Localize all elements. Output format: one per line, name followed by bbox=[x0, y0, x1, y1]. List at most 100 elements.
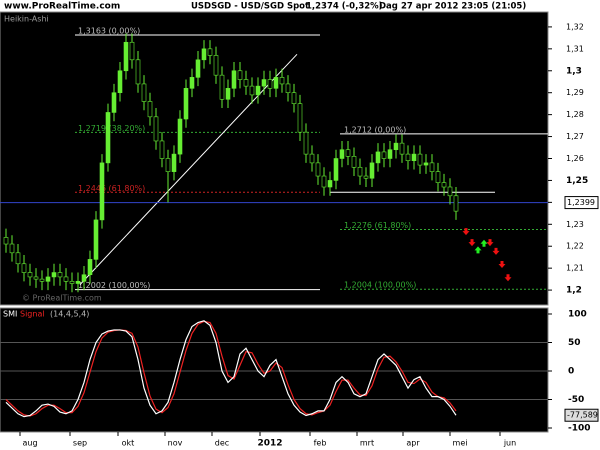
candle-body bbox=[87, 259, 93, 276]
y-tick-label: 100 bbox=[568, 309, 587, 319]
candle-body bbox=[123, 41, 129, 72]
candle-body bbox=[333, 158, 339, 181]
y-tick-label: 1,26 bbox=[566, 154, 584, 163]
fib-label: 1,2719 (38,20%) bbox=[78, 124, 145, 133]
datetime: 27 apr 2012 23:05 (21:05) bbox=[401, 2, 526, 12]
projection-arrow bbox=[474, 246, 482, 254]
candle-body bbox=[153, 116, 159, 142]
projection-arrow bbox=[468, 239, 476, 247]
y-tick-label: 1,23 bbox=[566, 220, 584, 229]
x-tick-label: nov bbox=[168, 439, 183, 448]
candle-body bbox=[219, 74, 225, 100]
smi-title: SMI bbox=[3, 310, 17, 319]
candle-body bbox=[27, 272, 33, 278]
candle-body bbox=[357, 166, 363, 177]
y-tick-label: -100 bbox=[568, 424, 591, 434]
candle-body bbox=[129, 41, 135, 61]
candle-body bbox=[339, 149, 345, 159]
candle-body bbox=[315, 162, 321, 177]
candle-body bbox=[273, 77, 279, 89]
candle-body bbox=[387, 149, 393, 159]
y-tick-label: 1,25 bbox=[566, 176, 588, 186]
y-tick-label: 1,22 bbox=[566, 242, 584, 251]
site: www.ProRealTime.com bbox=[4, 2, 120, 12]
y-tick-label: 1,32 bbox=[566, 22, 584, 31]
candle-body bbox=[267, 79, 273, 89]
last-quote: 1,2374 (-0,32%) bbox=[306, 2, 383, 12]
y-tick-label: 1,27 bbox=[566, 132, 584, 141]
candle-body bbox=[399, 142, 405, 155]
candle-body bbox=[369, 162, 375, 179]
candle-body bbox=[159, 140, 165, 159]
candle-body bbox=[225, 88, 231, 100]
candle-body bbox=[195, 59, 201, 78]
candle-body bbox=[393, 142, 399, 151]
smi-panel bbox=[0, 307, 549, 433]
candle-body bbox=[303, 131, 309, 155]
candle-body bbox=[105, 112, 111, 164]
projection-arrow bbox=[492, 247, 500, 255]
candle-body bbox=[249, 85, 255, 96]
projection-arrow bbox=[462, 228, 470, 236]
x-tick-label: jun bbox=[503, 439, 516, 448]
candle-body bbox=[165, 158, 171, 172]
candle-body bbox=[45, 276, 51, 282]
fib-label: 1,2276 (61,80%) bbox=[344, 221, 411, 230]
fib-label: 1,2446 (61,80%) bbox=[78, 184, 145, 193]
candle-body bbox=[363, 175, 369, 179]
last-price-label: 1,2399 bbox=[567, 198, 595, 207]
candle-body bbox=[429, 162, 435, 172]
x-tick-label: sep bbox=[73, 439, 87, 448]
candle-body bbox=[261, 79, 267, 87]
candle-body bbox=[453, 195, 459, 212]
x-tick-label: feb bbox=[314, 439, 327, 448]
candle-body bbox=[81, 274, 87, 282]
projection-arrow bbox=[498, 261, 506, 269]
candle-body bbox=[39, 278, 45, 282]
fib-label: 1,3163 (0,00%) bbox=[78, 27, 140, 36]
candle-body bbox=[135, 59, 141, 85]
y-tick-label: 1,29 bbox=[566, 88, 584, 97]
candle-body bbox=[321, 175, 327, 188]
smi-params: (14,4,5,4) bbox=[50, 310, 89, 319]
candle-body bbox=[57, 272, 63, 278]
candle-body bbox=[411, 153, 417, 161]
candle-body bbox=[189, 77, 195, 89]
candle-body bbox=[183, 88, 189, 120]
y-tick-label: 50 bbox=[568, 338, 581, 348]
projection-arrow bbox=[480, 239, 488, 247]
candle-body bbox=[63, 276, 69, 282]
indicator-line bbox=[5, 320, 457, 417]
signal-title: Signal bbox=[20, 310, 45, 319]
candle-body bbox=[69, 281, 75, 284]
candle-body bbox=[285, 83, 291, 94]
candle-body bbox=[177, 118, 183, 155]
x-tick-label: aug bbox=[22, 439, 37, 448]
candle-body bbox=[447, 186, 453, 197]
projection-arrow bbox=[486, 239, 494, 247]
y-tick-label: -50 bbox=[568, 395, 584, 405]
x-tick-label: mrt bbox=[360, 439, 374, 448]
last-price-box bbox=[564, 196, 599, 210]
candle-body bbox=[255, 85, 261, 96]
candle-body bbox=[441, 182, 447, 188]
candle-body bbox=[99, 162, 105, 221]
candle-body bbox=[147, 101, 153, 118]
candle-body bbox=[345, 149, 351, 157]
candle-body bbox=[207, 48, 213, 56]
candle-body bbox=[351, 156, 357, 168]
x-tick-label: dec bbox=[215, 439, 229, 448]
last-value-label: -77,589 bbox=[567, 411, 598, 420]
y-tick-label: 1,2 bbox=[566, 286, 582, 296]
candle-body bbox=[33, 276, 39, 280]
candle-body bbox=[405, 153, 411, 161]
candle-body bbox=[201, 48, 207, 61]
y-tick-label: 1,28 bbox=[566, 110, 584, 119]
y-tick-label: 1,3 bbox=[566, 66, 582, 76]
candle-body bbox=[375, 151, 381, 164]
candle-body bbox=[417, 153, 423, 166]
x-tick-label: okt bbox=[122, 439, 135, 448]
y-tick-label: 1,21 bbox=[566, 264, 584, 273]
candle-body bbox=[141, 83, 147, 102]
